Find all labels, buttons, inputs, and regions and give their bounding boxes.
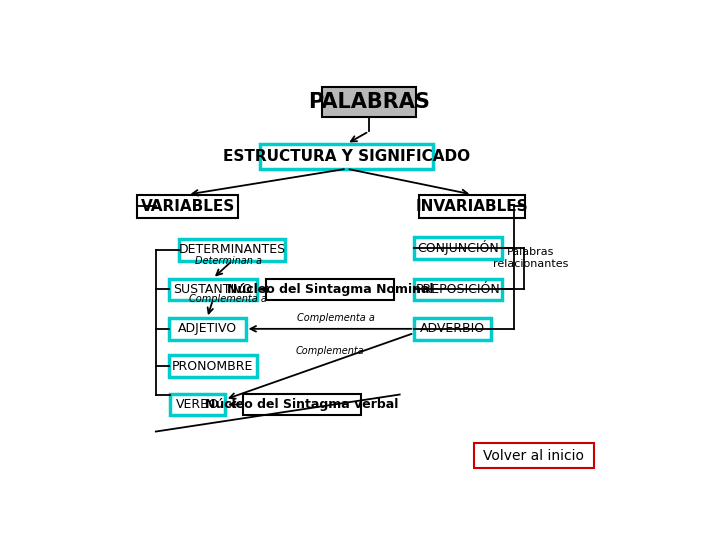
FancyBboxPatch shape [243,394,361,415]
FancyBboxPatch shape [168,279,257,300]
FancyBboxPatch shape [414,237,503,259]
FancyBboxPatch shape [419,195,526,218]
Text: PALABRAS: PALABRAS [308,92,430,112]
Text: VERBO: VERBO [176,398,220,411]
Text: Núcleo del Sintagma verbal: Núcleo del Sintagma verbal [205,398,399,411]
Text: Palabras
relacionantes: Palabras relacionantes [493,247,569,268]
FancyBboxPatch shape [179,239,285,261]
FancyBboxPatch shape [260,144,433,168]
FancyBboxPatch shape [138,195,238,218]
Text: SUSTANTIVO: SUSTANTIVO [173,283,253,296]
Text: DETERMINANTES: DETERMINANTES [179,244,286,256]
Text: PRONOMBRE: PRONOMBRE [172,360,253,373]
FancyBboxPatch shape [171,394,225,415]
FancyBboxPatch shape [168,355,257,377]
Text: ADJETIVO: ADJETIVO [178,322,237,335]
Text: Complementa a: Complementa a [189,294,267,304]
Text: PREPOSICIÓN: PREPOSICIÓN [416,283,500,296]
FancyBboxPatch shape [168,318,246,340]
Text: Núcleo del Sintagma Nominal: Núcleo del Sintagma Nominal [227,283,433,296]
Text: Determinan a: Determinan a [195,255,262,266]
Text: ESTRUCTURA Y SIGNIFICADO: ESTRUCTURA Y SIGNIFICADO [223,149,470,164]
FancyBboxPatch shape [322,87,416,117]
Text: Complementa a: Complementa a [297,313,374,323]
Text: INVARIABLES: INVARIABLES [416,199,528,214]
Text: Complementa: Complementa [296,346,364,356]
FancyBboxPatch shape [414,279,503,300]
FancyBboxPatch shape [266,279,394,300]
FancyBboxPatch shape [414,318,491,340]
FancyBboxPatch shape [474,443,593,468]
Text: CONJUNCIÓN: CONJUNCIÓN [418,240,499,255]
Text: VARIABLES: VARIABLES [140,199,235,214]
Text: Volver al inicio: Volver al inicio [483,449,584,463]
Text: ADVERBIO: ADVERBIO [420,322,485,335]
